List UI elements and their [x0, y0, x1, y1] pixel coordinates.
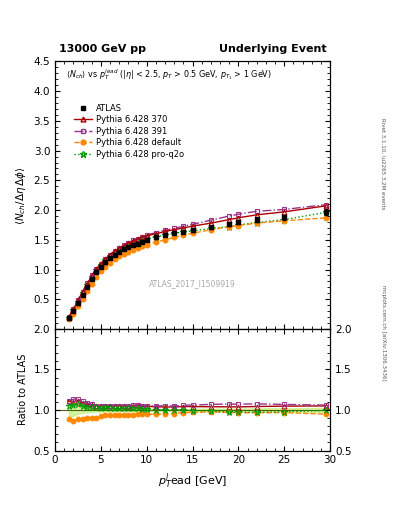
Text: mcplots.cern.ch [arXiv:1306.3436]: mcplots.cern.ch [arXiv:1306.3436] — [381, 285, 386, 380]
Text: $\langle N_{ch}\rangle$ vs $p_T^{lead}$ ($|\eta|$ < 2.5, $p_T$ > 0.5 GeV, $p_{T_: $\langle N_{ch}\rangle$ vs $p_T^{lead}$ … — [66, 67, 272, 82]
Text: Underlying Event: Underlying Event — [219, 44, 326, 54]
Text: 13000 GeV pp: 13000 GeV pp — [59, 44, 146, 54]
Text: ATLAS_2017_I1509919: ATLAS_2017_I1509919 — [149, 279, 236, 288]
Y-axis label: $\langle N_{ch}/\Delta\eta\,\Delta\phi\rangle$: $\langle N_{ch}/\Delta\eta\,\Delta\phi\r… — [14, 166, 28, 224]
X-axis label: $p_T^{l}$ead [GeV]: $p_T^{l}$ead [GeV] — [158, 471, 227, 490]
Text: Rivet 3.1.10, \u2265 3.2M events: Rivet 3.1.10, \u2265 3.2M events — [381, 118, 386, 209]
Y-axis label: Ratio to ATLAS: Ratio to ATLAS — [18, 354, 28, 425]
Legend: ATLAS, Pythia 6.428 370, Pythia 6.428 391, Pythia 6.428 default, Pythia 6.428 pr: ATLAS, Pythia 6.428 370, Pythia 6.428 39… — [70, 100, 187, 162]
